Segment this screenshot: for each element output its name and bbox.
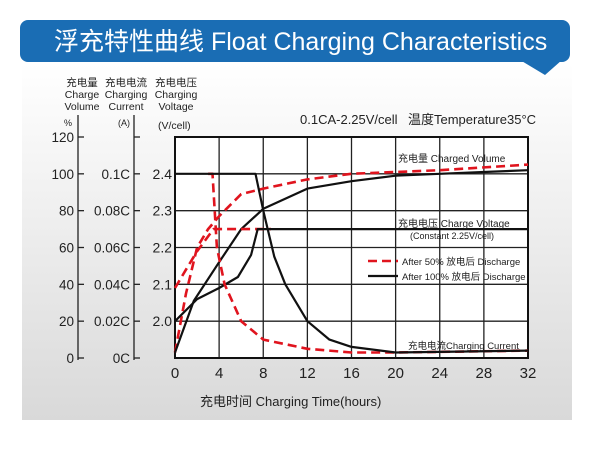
- series-charging-current-100: [174, 172, 529, 354]
- volume-tick-label: 0: [66, 351, 74, 366]
- current-axis-title: Current: [108, 101, 143, 113]
- current-tick-label: 0.1C: [101, 167, 130, 182]
- x-tick-label: 8: [259, 365, 267, 382]
- current-tick-label: 0.04C: [94, 277, 130, 292]
- volume-axis-title: Charge: [65, 89, 100, 101]
- current-axis-title: Charging: [105, 89, 148, 101]
- series-lines: [173, 163, 529, 354]
- volume-axis-title: Volume: [64, 101, 99, 113]
- chart-title: 浮充特性曲线 Float Charging Characteristics: [54, 28, 547, 56]
- volume-unit: %: [64, 118, 72, 128]
- legend-label-50: After 50% 放电后 Discharge: [402, 256, 520, 268]
- voltage-tick-label: 2.4: [153, 166, 173, 182]
- legend-label-100: After 100% 放电后 Discharge: [402, 271, 526, 283]
- x-axis-label: 充电时间 Charging Time(hours): [200, 394, 381, 409]
- voltage-tick-label: 2.2: [153, 240, 173, 256]
- voltage-unit: (V/cell): [158, 120, 191, 132]
- x-tick-label: 32: [520, 365, 537, 382]
- voltage-axis-title: Voltage: [158, 101, 193, 113]
- series-charging-current-50: [208, 172, 529, 354]
- volume-axis-title: 充电量: [66, 76, 98, 89]
- volume-tick-label: 40: [59, 277, 74, 292]
- series-charged-volume-50: [173, 163, 529, 353]
- current-unit: (A): [118, 118, 130, 128]
- temperature-label: 温度Temperature35°C: [408, 112, 536, 127]
- current-tick-label: 0.08C: [94, 204, 130, 219]
- series-charge-voltage-50: [173, 227, 271, 289]
- x-tick-label: 28: [476, 365, 493, 382]
- current-tick-label: 0C: [113, 351, 131, 366]
- title-banner: 浮充特性曲线 Float Charging Characteristics: [20, 20, 570, 75]
- labels: 0.1CA-2.25V/cell 温度Temperature35°C 充电量 C…: [200, 112, 536, 409]
- voltage-axis-title: 充电电压: [155, 76, 197, 89]
- voltage-tick-label: 2.3: [153, 203, 173, 219]
- voltage-axis-title: Charging: [155, 89, 198, 101]
- voltage-tick-label: 2.0: [153, 313, 173, 329]
- x-tick-label: 0: [171, 365, 179, 382]
- voltage-tick-label: 2.1: [153, 276, 173, 292]
- current-annotation: 充电电流Charging Current: [408, 340, 519, 352]
- voltage-note: (Constant 2.25V/cell): [410, 231, 494, 241]
- legend: After 50% 放电后 Discharge After 100% 放电后 D…: [368, 256, 526, 283]
- x-tick-label: 20: [387, 365, 404, 382]
- volume-tick-label: 60: [59, 241, 74, 256]
- x-tick-label: 12: [299, 365, 316, 382]
- condition-label: 0.1CA-2.25V/cell: [300, 112, 398, 127]
- x-tick-label: 16: [343, 365, 360, 382]
- current-tick-label: 0.06C: [94, 241, 130, 256]
- series-charged-volume-100: [173, 169, 529, 353]
- volume-tick-label: 120: [51, 130, 74, 145]
- voltage-annotation: 充电电压 Charge Voltage: [398, 217, 510, 230]
- plot-frame: [174, 136, 529, 359]
- current-tick-label: 0.02C: [94, 314, 130, 329]
- volume-tick-label: 80: [59, 204, 74, 219]
- axes: 0 4 8 12 16 20 24 28 32 120 100 80 60 40 20 0 0.1C 0.08C 0…: [51, 76, 536, 382]
- current-axis-title: 充电电流: [105, 76, 147, 89]
- volume-annotation: 充电量 Charged Volume: [398, 152, 506, 165]
- volume-tick-label: 20: [59, 314, 74, 329]
- volume-tick-label: 100: [51, 167, 74, 182]
- x-tick-label: 4: [215, 365, 223, 382]
- x-tick-label: 24: [431, 365, 448, 382]
- series-charge-voltage-100: [174, 228, 528, 322]
